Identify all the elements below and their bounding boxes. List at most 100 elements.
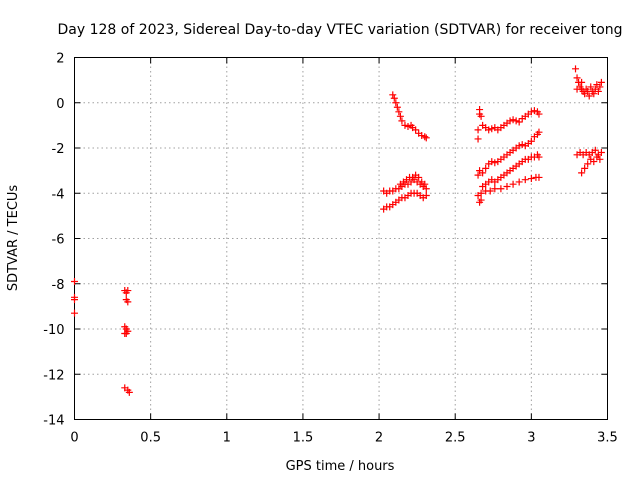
data-point	[573, 74, 581, 82]
data-point	[535, 128, 543, 136]
chart-title: Day 128 of 2023, Sidereal Day-to-day VTE…	[57, 22, 622, 38]
y-axis-label: SDTVAR / TECUs	[6, 185, 21, 292]
data-points	[71, 65, 605, 396]
data-point	[530, 107, 538, 115]
data-point	[389, 91, 397, 99]
data-point	[515, 178, 523, 186]
x-axis: 0 0.5 1 1.5 2 2.5 3 3.5	[70, 57, 618, 446]
data-point	[491, 159, 499, 167]
data-point	[521, 176, 529, 184]
y-tick-label: -8	[52, 278, 65, 293]
x-tick-label: 3	[527, 431, 535, 446]
data-point	[124, 298, 132, 306]
data-point	[587, 83, 595, 91]
x-tick-label: 3.5	[597, 431, 618, 446]
y-tick-label: -10	[43, 323, 64, 338]
data-point	[477, 196, 485, 204]
x-tick-label: 2.5	[445, 431, 466, 446]
data-point	[474, 135, 482, 143]
data-point	[390, 94, 398, 102]
data-point	[393, 103, 401, 111]
data-point	[535, 173, 543, 181]
data-point	[121, 330, 129, 338]
data-point	[506, 117, 514, 125]
data-point	[392, 99, 400, 107]
data-point	[597, 149, 605, 157]
data-point	[584, 160, 592, 168]
x-tick-label: 1.5	[293, 431, 314, 446]
y-axis: -14 -12 -10 -8 -6 -4 -2 0 2	[43, 52, 608, 429]
data-point	[488, 125, 496, 133]
data-point	[71, 296, 78, 304]
data-point	[509, 116, 517, 124]
data-point	[395, 108, 403, 116]
data-point	[396, 112, 404, 120]
data-point	[535, 110, 543, 118]
data-point	[124, 287, 132, 295]
data-point	[421, 180, 429, 188]
data-point	[412, 126, 420, 134]
data-point	[401, 121, 409, 129]
data-point	[596, 83, 604, 91]
x-tick-label: 0	[70, 431, 78, 446]
data-point	[578, 169, 586, 177]
data-point	[572, 65, 580, 73]
data-point	[422, 185, 430, 193]
data-point	[479, 169, 487, 177]
data-point	[597, 78, 605, 86]
data-point	[527, 108, 535, 116]
data-point	[578, 78, 586, 86]
data-point	[512, 117, 520, 125]
y-tick-label: -4	[52, 187, 65, 202]
data-point	[422, 192, 430, 200]
data-point	[488, 158, 496, 166]
data-point	[518, 141, 526, 149]
data-point	[486, 187, 494, 195]
grid-lines	[74, 57, 608, 420]
data-point	[474, 126, 482, 134]
data-point	[515, 118, 523, 126]
data-point	[477, 112, 485, 120]
data-point	[497, 185, 505, 193]
x-tick-label: 1	[223, 431, 231, 446]
data-point	[515, 142, 523, 150]
data-point	[591, 146, 599, 154]
data-point	[491, 185, 499, 193]
x-tick-label: 2	[375, 431, 383, 446]
data-point	[482, 164, 490, 172]
data-point	[476, 106, 484, 114]
data-point	[527, 175, 535, 183]
data-point	[421, 133, 429, 141]
data-point	[527, 137, 535, 145]
data-point	[415, 173, 423, 181]
y-tick-label: -14	[43, 414, 64, 429]
data-point	[535, 153, 543, 161]
data-point	[509, 180, 517, 188]
data-point	[596, 155, 604, 163]
y-tick-label: -2	[52, 142, 65, 157]
data-point	[404, 123, 412, 131]
data-point	[398, 117, 406, 125]
data-point	[590, 90, 598, 98]
data-point	[125, 388, 133, 396]
data-point	[590, 158, 598, 166]
data-point	[594, 87, 602, 95]
data-point	[477, 189, 485, 197]
x-axis-label: GPS time / hours	[286, 459, 395, 474]
data-point	[585, 92, 593, 100]
data-point	[422, 134, 430, 142]
y-tick-label: 2	[56, 52, 64, 67]
data-point	[474, 171, 482, 179]
x-tick-label: 0.5	[140, 431, 161, 446]
y-tick-label: -6	[52, 233, 65, 248]
data-point	[573, 85, 581, 93]
data-point	[503, 182, 511, 190]
data-point	[581, 164, 589, 172]
data-point	[71, 277, 78, 285]
y-tick-label: 0	[56, 97, 64, 112]
data-point	[485, 126, 493, 134]
data-point	[418, 132, 426, 140]
data-point	[71, 309, 78, 317]
y-tick-label: -12	[43, 368, 64, 383]
